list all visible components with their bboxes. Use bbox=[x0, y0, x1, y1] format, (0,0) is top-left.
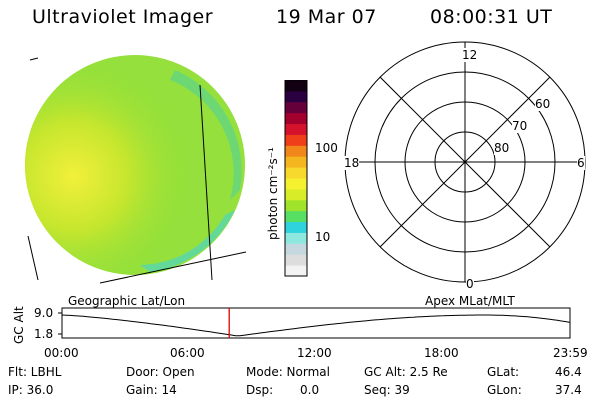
colorbar-segment bbox=[285, 156, 307, 168]
colorbar-segment bbox=[285, 178, 307, 190]
colorbar-segment bbox=[285, 221, 307, 233]
mlt-label-12: 12 bbox=[462, 48, 478, 62]
colorbar-segment bbox=[285, 265, 307, 277]
timeline-ytick-high: 9.0 bbox=[34, 306, 54, 320]
timeline-ytick-low: 1.8 bbox=[34, 327, 54, 341]
polar-diagonal bbox=[379, 76, 551, 248]
timeline-xtick: 06:00 bbox=[170, 346, 205, 360]
colorbar-segment bbox=[285, 243, 307, 255]
colorbar-segment bbox=[285, 232, 307, 244]
colorbar-segment bbox=[285, 210, 307, 223]
colorbar-segment bbox=[285, 112, 307, 125]
gc-alt-info: GC Alt: 2.5 Re bbox=[364, 365, 448, 379]
earth-image bbox=[25, 55, 247, 284]
altitude-timeline bbox=[58, 307, 571, 339]
polar-grid bbox=[344, 41, 586, 283]
filter-info: Flt: LBHL bbox=[8, 365, 62, 379]
mode-info: Mode: Normal bbox=[246, 365, 330, 379]
seq-info: Seq: 39 bbox=[364, 383, 410, 397]
glat-value: 46.4 bbox=[555, 365, 582, 379]
limb-shading-lower bbox=[140, 210, 235, 272]
gain-info: Gain: 14 bbox=[126, 383, 177, 397]
colorbar-segment bbox=[285, 199, 307, 212]
grid-line bbox=[27, 235, 39, 281]
mlat-label-70: 70 bbox=[512, 119, 528, 133]
time-label: 08:00:31 UT bbox=[430, 6, 553, 28]
colorbar-unit-label: photon cm⁻²s⁻¹ bbox=[266, 147, 280, 240]
instrument-title: Ultraviolet Imager bbox=[32, 6, 214, 28]
date-label: 19 Mar 07 bbox=[276, 6, 377, 28]
geographic-label: Geographic Lat/Lon bbox=[68, 294, 186, 308]
mlat-label-80: 80 bbox=[494, 141, 510, 155]
limb-shading bbox=[170, 70, 242, 200]
grid-line bbox=[29, 57, 39, 61]
colorbar-tick-100: 100 bbox=[315, 141, 338, 155]
grid-line bbox=[199, 84, 213, 281]
timeline-frame bbox=[61, 307, 571, 339]
timeline-xtick: 23:59 bbox=[553, 346, 588, 360]
glat-label: GLat: bbox=[487, 365, 520, 379]
colorbar-segment bbox=[285, 167, 307, 179]
dsp-value: 0.0 bbox=[300, 383, 320, 397]
door-info: Door: Open bbox=[126, 365, 195, 379]
colorbar-segment bbox=[285, 101, 307, 114]
mlt-label-6: 6 bbox=[577, 156, 585, 170]
colorbar-segment bbox=[285, 254, 307, 266]
color-bar bbox=[284, 80, 308, 277]
mlat-label-60: 60 bbox=[535, 97, 551, 111]
mlt-label-18: 18 bbox=[344, 156, 360, 170]
timeline-xtick: 18:00 bbox=[424, 346, 459, 360]
glon-label: GLon: bbox=[487, 383, 522, 397]
colorbar-segment bbox=[285, 90, 307, 103]
ip-info: IP: 36.0 bbox=[8, 383, 54, 397]
dsp-label: Dsp: bbox=[246, 383, 274, 397]
colorbar-segment bbox=[285, 80, 307, 92]
colorbar-segment bbox=[285, 134, 307, 146]
colorbar-tick-10: 10 bbox=[315, 230, 331, 244]
altitude-curve bbox=[61, 314, 571, 337]
dayside-glow bbox=[25, 55, 245, 275]
apex-label: Apex MLat/MLT bbox=[425, 294, 515, 308]
colorbar-segment bbox=[285, 145, 307, 157]
timeline-ylabel: GC Alt bbox=[12, 306, 26, 344]
mlt-label-0: 0 bbox=[466, 277, 474, 291]
timeline-xtick: 12:00 bbox=[297, 346, 332, 360]
timeline-xtick: 00:00 bbox=[44, 346, 79, 360]
colorbar-segment bbox=[285, 123, 307, 135]
glon-value: 37.4 bbox=[555, 383, 582, 397]
grid-line bbox=[99, 251, 247, 284]
colorbar-segment bbox=[285, 188, 307, 201]
